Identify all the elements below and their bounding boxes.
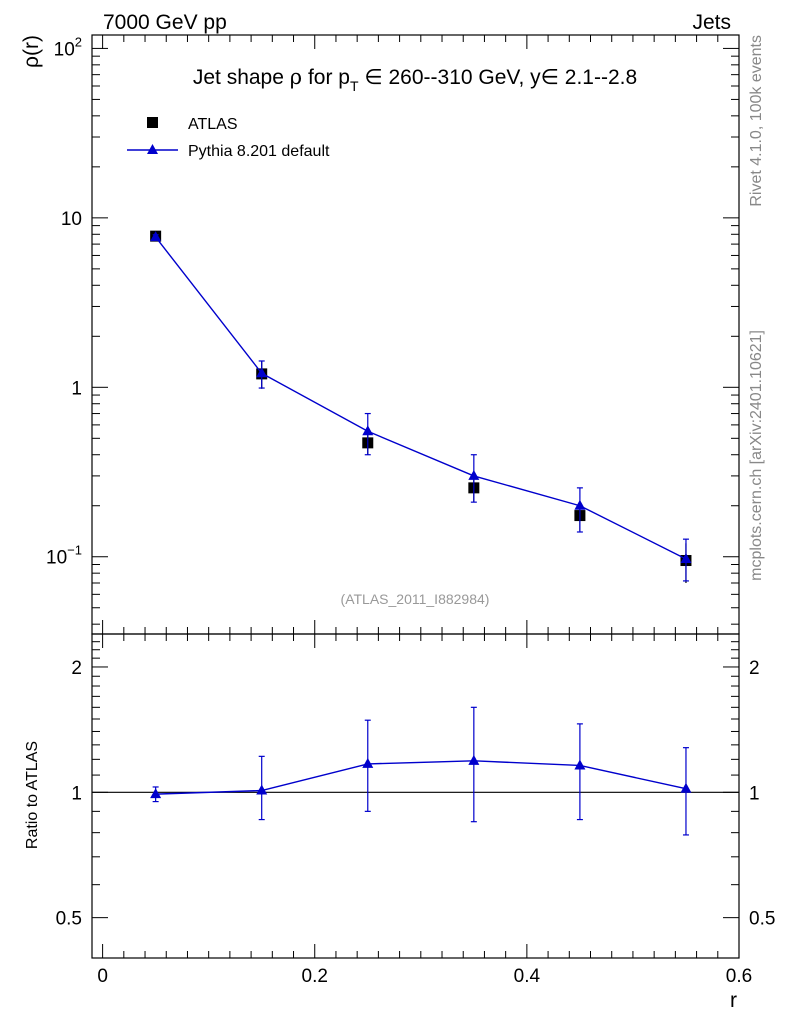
tick-base: 1 [71, 378, 82, 399]
x-axis-label: r [730, 989, 737, 1012]
ratio-y-tick-label: 2 [71, 658, 82, 679]
x-tick-label: 0 [97, 966, 108, 987]
title-prefix: Jet shape [193, 66, 290, 89]
pythia-line [155, 236, 687, 560]
title-for: for p [302, 66, 350, 89]
tick-base: 10 [46, 548, 67, 569]
tick-base: 10 [54, 39, 75, 60]
mcplots-label: mcplots.cern.ch [arXiv:2401.10621] [748, 330, 765, 581]
tick-exponent: −1 [67, 543, 82, 558]
legend: ATLAS Pythia 8.201 default [127, 116, 330, 160]
x-tick-label: 0.6 [726, 966, 752, 987]
main-ylabel: ρ(r) [20, 35, 43, 68]
pythia-point [468, 469, 480, 480]
header-right-label: Jets [692, 11, 731, 34]
main-y-tick-label: 1 [71, 378, 82, 399]
tick-exponent: 2 [75, 34, 82, 49]
main-y-tick-label: 102 [54, 34, 82, 60]
legend-atlas-marker [147, 117, 158, 128]
ratio-point [150, 788, 162, 799]
main-title: Jet shape ρ for pT ∈ 260--310 GeV, y∈ 2.… [193, 65, 637, 94]
legend-pythia-label: Pythia 8.201 default [188, 143, 330, 160]
ratio-y-tick-label-right: 0.5 [749, 909, 775, 930]
rivet-label: Rivet 4.1.0, 100k events [748, 35, 765, 207]
tick-base: 10 [61, 209, 82, 230]
ratio-plot-frame [91, 633, 740, 959]
pythia-point [574, 499, 586, 510]
ratio-point [362, 757, 374, 768]
ratio-y-tick-label: 0.5 [56, 909, 82, 930]
pythia-point [362, 425, 374, 436]
data-layer [150, 230, 692, 836]
ratio-point [256, 784, 268, 795]
ratio-point [468, 754, 480, 765]
ratio-line [155, 760, 687, 795]
main-y-tick-label: 10−1 [46, 543, 82, 569]
ratio-point [574, 759, 586, 770]
ratio-point [680, 782, 692, 793]
title-rho: ρ [290, 65, 302, 89]
analysis-watermark: (ATLAS_2011_I882984) [341, 591, 490, 607]
ratio-y-tick-label-right: 2 [749, 658, 760, 679]
title-sub: T [350, 78, 359, 94]
pythia-point [256, 367, 268, 378]
legend-pythia-marker [147, 144, 158, 154]
ratio-y-tick-label-right: 1 [749, 783, 760, 804]
pythia-point [150, 231, 162, 242]
ratio-ylabel: Ratio to ATLAS [24, 741, 41, 849]
pythia-point [680, 552, 692, 563]
main-y-tick-label: 10 [61, 209, 82, 230]
title-range: ∈ 260--310 GeV, y∈ 2.1--2.8 [359, 66, 638, 89]
header-left-label: 7000 GeV pp [103, 11, 227, 34]
legend-atlas-label: ATLAS [188, 116, 238, 133]
x-tick-label: 0.4 [514, 966, 541, 987]
ratio-y-tick-label: 1 [71, 783, 82, 804]
x-tick-label: 0.2 [302, 966, 328, 987]
